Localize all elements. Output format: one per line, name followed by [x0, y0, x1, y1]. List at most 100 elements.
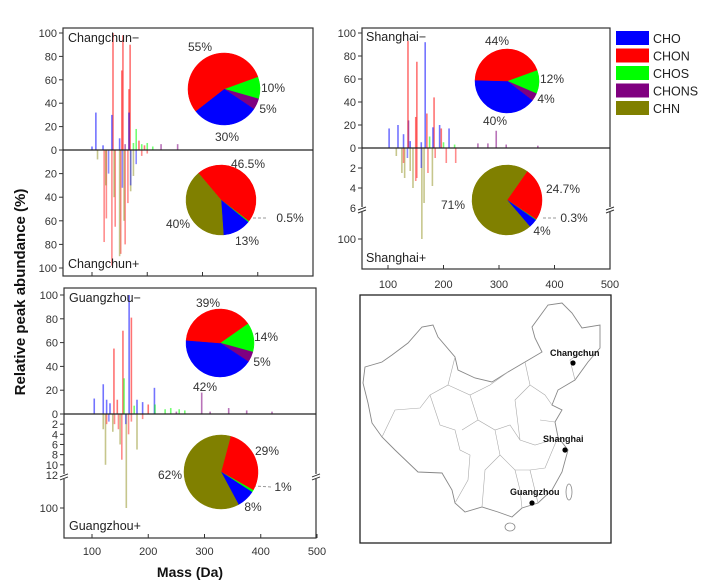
pie-label-neg-chos: 10% — [261, 81, 285, 95]
y-tick-label: 100 — [338, 28, 356, 40]
x-tick-label: 300 — [195, 546, 213, 558]
y-tick-label: 60 — [46, 338, 58, 350]
pie-label-neg-chons: 5% — [259, 102, 277, 116]
legend-label-chon: CHON — [653, 50, 690, 64]
city-dot-guangzhou — [529, 500, 535, 506]
pie-label-pos-chos: 0.3% — [560, 211, 588, 225]
y-tick-label: 40 — [344, 97, 356, 109]
pie-label-neg-cho: 40% — [483, 114, 507, 128]
y-tick-label: 8 — [52, 450, 58, 462]
y-tick-label: 40 — [46, 361, 58, 373]
x-tick-label: 400 — [545, 279, 563, 291]
panel-title-neg: Shanghai− — [366, 30, 426, 44]
pie-slice-neg-chon — [474, 48, 538, 82]
axis-break-gap — [606, 207, 614, 212]
taiwan-island — [565, 483, 573, 501]
pie-slice-neg-cho — [474, 79, 533, 114]
x-axis-label: Mass (Da) — [157, 564, 223, 580]
y-tick-label: 40 — [45, 192, 57, 204]
city-label-guangzhou: Guangzhou — [510, 487, 560, 497]
y-tick-label: 0 — [52, 409, 58, 421]
x-tick-label: 500 — [601, 279, 619, 291]
axis-break-icon — [59, 473, 69, 481]
y-tick-label: 20 — [45, 122, 57, 134]
city-dot-changchun — [570, 360, 576, 366]
y-tick-label: 100 — [39, 263, 57, 275]
x-tick-label: 100 — [83, 546, 101, 558]
y-tick-label: 100 — [40, 503, 58, 515]
china-map: Changchun Shanghai Guangzhou — [359, 294, 612, 544]
panel-title-pos: Changchun+ — [68, 257, 139, 271]
pie-slice-neg-cho — [185, 340, 249, 378]
y-axis-label: Relative peak abundance (%) — [12, 189, 29, 396]
x-tick-label: 500 — [308, 546, 326, 558]
panel-title-neg: Guangzhou− — [69, 291, 141, 305]
pie-slice-pos-chon — [198, 164, 257, 222]
axis-break-icon — [605, 206, 615, 214]
legend-label-chons: CHONS — [653, 85, 698, 99]
y-tick-label: 100 — [40, 290, 58, 302]
pie-label-pos-chos: 0.5% — [276, 211, 304, 225]
panel-title-neg: Changchun− — [68, 31, 139, 45]
pie-label-neg-chons: 5% — [253, 355, 271, 369]
axis-break-gap — [312, 473, 320, 479]
x-tick-label: 200 — [139, 546, 157, 558]
x-tick-label: 100 — [379, 279, 397, 291]
pie-leader-line — [252, 485, 273, 488]
axis-break-gap — [358, 207, 366, 212]
pie-slice-neg-chon — [185, 308, 249, 344]
pie-label-pos-cho: 4% — [533, 224, 551, 238]
pie-label-neg-chon: 44% — [485, 34, 509, 48]
panel-title-pos: Guangzhou+ — [69, 519, 141, 533]
y-tick-label: 6 — [52, 439, 58, 451]
pie-label-pos-chn: 62% — [158, 468, 182, 482]
pie-label-pos-cho: 8% — [244, 500, 262, 514]
pie-label-neg-cho: 30% — [215, 130, 239, 144]
pie-label-pos-chon: 29% — [255, 444, 279, 458]
pie-label-neg-cho: 42% — [193, 380, 217, 394]
pie-label-pos-chon: 46.5% — [231, 157, 265, 171]
y-tick-label: 4 — [350, 183, 356, 195]
y-tick-label: 6 — [350, 203, 356, 215]
pie-label-pos-chn: 71% — [441, 198, 465, 212]
pie-label-neg-chos: 12% — [540, 72, 564, 86]
pie-label-pos-chos: 1% — [274, 480, 292, 494]
y-tick-label: 2 — [350, 163, 356, 175]
pie-slice-neg-chon — [187, 52, 259, 112]
y-tick-label: 40 — [45, 98, 57, 110]
pie-label-pos-chn: 40% — [166, 217, 190, 231]
legend-swatch-cho — [616, 31, 649, 45]
y-tick-label: 60 — [45, 75, 57, 87]
pie-slice-pos-chon — [506, 170, 543, 220]
y-tick-label: 100 — [39, 28, 57, 40]
panel-title-pos: Shanghai+ — [366, 251, 426, 265]
y-tick-label: 20 — [45, 169, 57, 181]
pie-label-neg-chon: 55% — [188, 40, 212, 54]
pie-label-pos-chon: 24.7% — [546, 182, 580, 196]
panel-shanghai: 0 20 40 60 80 100 2 4 6 100 100 200 300 400 500 Shangha… — [338, 27, 619, 291]
y-tick-label: 2 — [52, 419, 58, 431]
y-tick-label: 20 — [344, 120, 356, 132]
y-tick-label: 100 — [338, 234, 356, 246]
pie-slice-pos-chn — [185, 172, 224, 236]
pie-slice-pos-chon — [220, 435, 259, 491]
legend-label-chos: CHOS — [653, 67, 689, 81]
panel-changchun: 0 20 40 60 80 100 20 40 60 80 100 Changchun− Changch… — [39, 27, 314, 277]
legend-label-chn: CHN — [653, 102, 680, 116]
axis-break-icon — [311, 473, 321, 481]
plot-frame — [63, 287, 317, 539]
y-tick-label: 80 — [344, 51, 356, 63]
city-label-changchun: Changchun — [550, 348, 600, 358]
y-tick-label: 60 — [45, 216, 57, 228]
plot-frame — [62, 27, 314, 277]
city-dot-shanghai — [562, 447, 568, 453]
x-tick-label: 400 — [252, 546, 270, 558]
city-label-shanghai: Shanghai — [543, 434, 584, 444]
x-tick-label: 300 — [490, 279, 508, 291]
legend-swatch-chos — [616, 66, 649, 80]
y-tick-label: 4 — [52, 429, 58, 441]
hainan-island — [504, 522, 516, 532]
legend-swatch-chons — [616, 83, 649, 98]
legend-swatch-chon — [616, 48, 649, 63]
